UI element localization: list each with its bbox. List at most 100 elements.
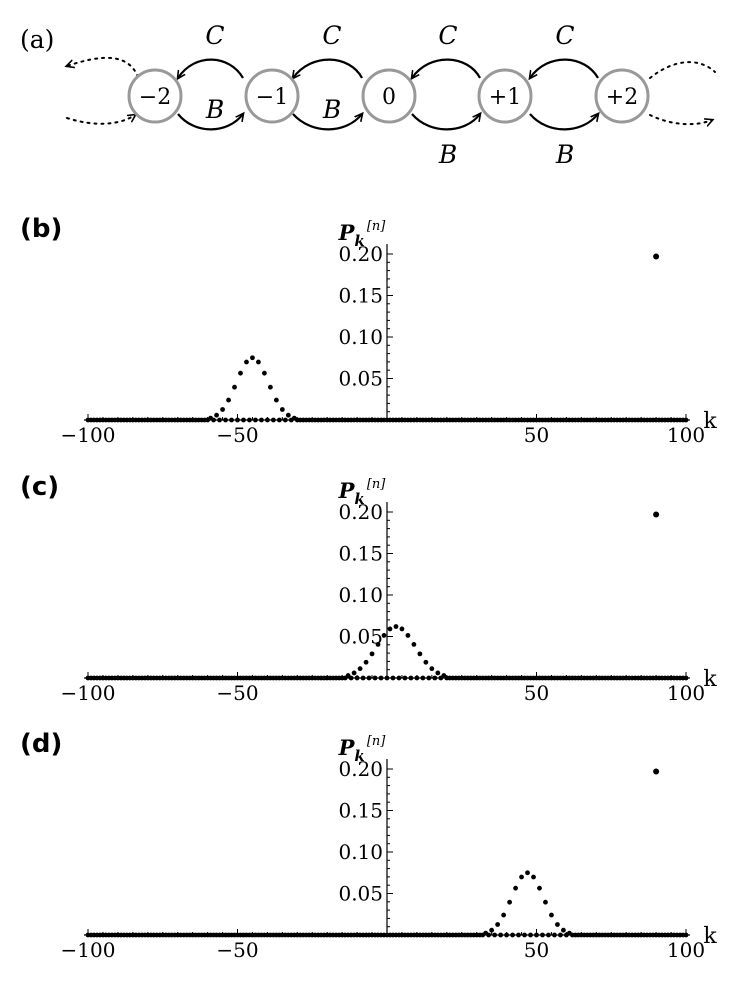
outlier-point	[653, 511, 660, 518]
c-label: C	[205, 21, 224, 50]
data-point	[516, 932, 521, 938]
data-point	[423, 659, 429, 665]
left-dotted-arc-bottom	[66, 115, 135, 125]
y-axis-label-sub: k	[354, 490, 364, 508]
y-tick-label: 0.05	[338, 625, 383, 649]
data-point	[285, 412, 291, 418]
data-point	[357, 666, 363, 672]
data-point	[561, 927, 566, 933]
data-point	[232, 384, 237, 390]
data-point	[414, 675, 420, 681]
b-label: B	[322, 95, 341, 124]
x-tick-label: −100	[61, 938, 116, 962]
c-arc-2	[293, 58, 363, 78]
node-0: 0	[361, 68, 417, 124]
x-tick-label: −100	[61, 681, 116, 705]
y-tick-label: 0.05	[338, 882, 383, 906]
y-tick-label: 0.10	[338, 325, 383, 349]
data-point	[348, 675, 354, 681]
node-label: +2	[606, 85, 638, 110]
data-point	[420, 675, 426, 681]
data-point	[244, 359, 249, 365]
c-arc-1	[178, 58, 244, 78]
c-label: C	[322, 21, 341, 50]
y-tick-label: 0.10	[338, 840, 383, 864]
y-tick-label: 0.20	[338, 242, 383, 266]
data-point	[270, 417, 276, 423]
data-point	[531, 874, 536, 880]
c-arc-4	[530, 58, 599, 78]
data-point	[537, 885, 542, 891]
data-point	[211, 417, 216, 423]
data-point	[528, 932, 533, 938]
data-point	[229, 417, 234, 423]
c-arc-3	[412, 58, 481, 78]
x-axis-label: k	[703, 409, 717, 434]
data-point	[396, 675, 402, 681]
data-point	[247, 417, 252, 423]
data-point	[402, 675, 408, 681]
node-label: +1	[489, 85, 521, 110]
data-point	[282, 417, 288, 423]
x-tick-label: 100	[667, 681, 705, 705]
data-point	[510, 932, 515, 938]
x-tick-label: 50	[524, 938, 549, 962]
data-point	[525, 870, 530, 876]
data-point	[549, 912, 554, 918]
node-plus-2: +2	[594, 68, 650, 124]
data-point	[220, 407, 225, 412]
panel-label: (c)	[20, 472, 59, 502]
data-point	[399, 626, 405, 632]
y-tick-label: 0.15	[338, 284, 383, 308]
y-tick-label: 0.20	[338, 500, 383, 524]
left-dotted-arc-top	[67, 56, 139, 78]
data-point	[214, 412, 219, 418]
y-axis-label-main: P	[338, 220, 356, 245]
diagram-panel-label: (a)	[20, 25, 54, 54]
data-point	[558, 932, 563, 938]
chain-diagram: (a) −2 −1 0 +1	[20, 21, 716, 169]
c-label: C	[555, 21, 574, 50]
data-point	[223, 417, 228, 423]
data-point	[262, 370, 267, 376]
data-point	[354, 675, 360, 681]
data-point	[259, 417, 264, 423]
data-point	[498, 932, 504, 938]
data-point	[552, 932, 557, 938]
b-arc-4	[529, 114, 598, 131]
y-axis-label: Pk[n]	[338, 219, 387, 250]
b-label: B	[205, 95, 224, 124]
data-point	[417, 651, 423, 657]
y-axis-label-sub: k	[354, 747, 364, 765]
node-plus-1: +1	[477, 68, 533, 124]
data-point	[519, 874, 524, 880]
y-axis-label-sup: [n]	[367, 219, 386, 234]
data-point	[534, 932, 539, 938]
y-tick-label: 0.20	[338, 757, 383, 781]
data-point	[405, 633, 411, 638]
data-point	[504, 932, 509, 938]
data-point	[273, 397, 279, 403]
node-minus-2: −2	[127, 68, 183, 124]
b-arc-1	[177, 114, 243, 131]
data-point	[351, 670, 357, 676]
data-point	[489, 927, 495, 933]
data-point	[378, 675, 384, 681]
panel-label: (b)	[20, 214, 62, 244]
data-point	[555, 922, 560, 927]
y-axis-label: Pk[n]	[338, 734, 387, 765]
data-point	[501, 912, 507, 918]
data-point	[411, 641, 417, 647]
x-tick-label: 50	[524, 423, 549, 447]
y-axis-label: Pk[n]	[338, 477, 387, 508]
c-label: C	[438, 21, 457, 50]
x-tick-label: 100	[667, 423, 705, 447]
data-point	[253, 417, 258, 423]
data-point	[366, 675, 372, 681]
y-tick-label: 0.15	[338, 542, 383, 566]
data-point	[543, 899, 548, 905]
